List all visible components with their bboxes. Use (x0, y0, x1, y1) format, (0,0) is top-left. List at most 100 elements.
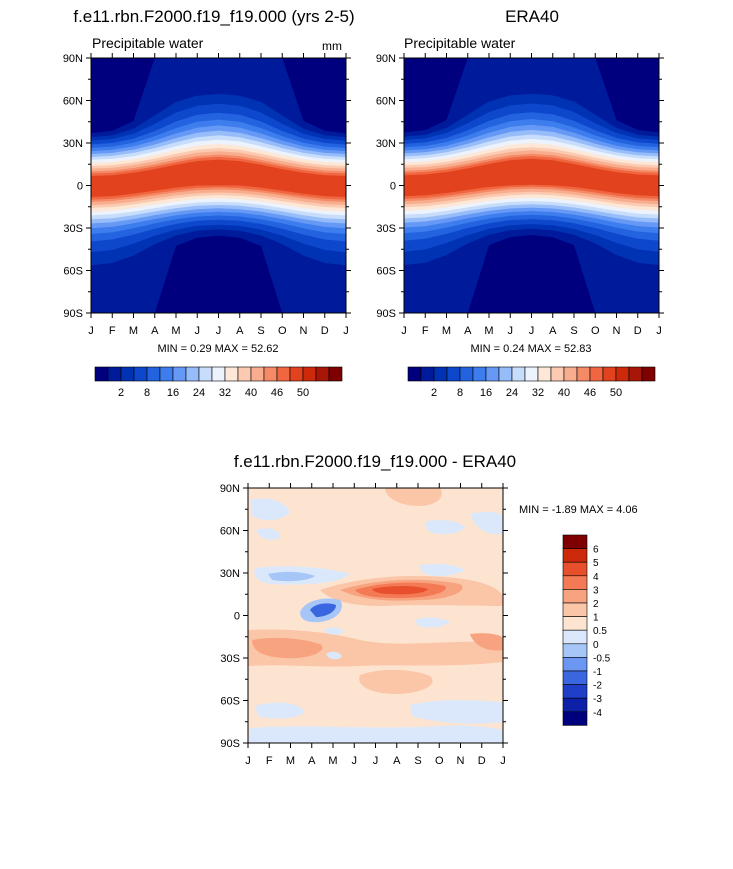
era40-panel-y-tick-label: 30N (376, 138, 396, 150)
difference-panel-stats: MIN = -1.89 MAX = 4.06 (519, 504, 638, 516)
difference-panel-colorbar-swatch (562, 670, 588, 685)
difference-panel-x-tick-label: J (245, 755, 251, 767)
diff-blob-positive-south-mid (359, 669, 433, 694)
difference-panel-y-tick-label: 60N (220, 526, 240, 538)
difference-panel: f.e11.rbn.F2000.f19_f19.000 - ERA40 (220, 452, 638, 767)
diff-blob-negative-north-east2 (470, 511, 503, 535)
era40-panel-plot-area (404, 58, 659, 313)
difference-panel-x-tick-label: J (352, 755, 358, 767)
era40-panel-y-tick-label: 0 (390, 181, 396, 193)
model-panel-colorbar-swatch (107, 366, 122, 382)
model-panel-x-tick-label: O (278, 325, 287, 337)
difference-panel-colorbar-swatch (562, 561, 588, 577)
model-panel-colorbar-swatch (185, 366, 200, 382)
difference-panel-y-tick-label: 90S (220, 738, 240, 750)
difference-panel-colorbar-swatch (562, 643, 588, 658)
era40-panel-x-tick-label: J (656, 325, 662, 337)
era40-panel-colorbar-swatch (537, 366, 552, 382)
difference-panel-x-tick-label: M (286, 755, 295, 767)
era40-panel-x-tick-label: S (570, 325, 577, 337)
model-panel-x-tick-label: M (171, 325, 180, 337)
difference-panel-title: f.e11.rbn.F2000.f19_f19.000 - ERA40 (234, 452, 516, 471)
model-panel-x-tick-label: J (88, 325, 94, 337)
era40-panel-colorbar-label: 32 (532, 387, 544, 399)
difference-panel-colorbar-swatch (562, 548, 588, 563)
diff-blob-negative-south-west (255, 702, 305, 719)
diff-blob-positive-south-core (252, 637, 323, 659)
diff-blob-negative-antarctic (248, 725, 503, 743)
difference-panel-colorbar-label: -3 (593, 694, 602, 705)
diff-blob-negative-north-central (425, 520, 465, 535)
era40-panel-colorbar-label: 24 (506, 387, 518, 399)
era40-panel-stats: MIN = 0.24 MAX = 52.83 (470, 343, 591, 355)
model-panel-colorbar-label: 50 (297, 387, 309, 399)
model-panel-x-tick-label: N (300, 325, 308, 337)
era40-panel: ERA40 Precipitable water 90N 60N 30N 0 30S 60… (376, 7, 664, 399)
era40-panel-x-tick-label: M (484, 325, 493, 337)
difference-panel-colorbar-label: 6 (593, 545, 599, 556)
model-panel-units-label: mm (322, 39, 342, 53)
model-panel-colorbar-swatch (133, 366, 148, 382)
difference-panel-colorbar-swatch (562, 684, 588, 699)
diff-blob-negative-equator-small (324, 627, 344, 635)
model-panel-colorbar-label: 16 (167, 387, 179, 399)
model-panel-colorbar-swatch (94, 366, 109, 382)
model-panel-variable-label: Precipitable water (92, 35, 204, 51)
difference-panel-colorbar-label: -4 (593, 708, 602, 719)
era40-panel-x-tick-label: A (464, 325, 472, 337)
era40-panel-colorbar-swatch (602, 366, 617, 382)
model-panel-plot-area (91, 58, 346, 313)
era40-panel-colorbar-swatch (420, 366, 435, 382)
era40-panel-x-tick-label: N (613, 325, 621, 337)
era40-panel-colorbar-label: 8 (457, 387, 463, 399)
difference-panel-colorbar-label: 3 (593, 585, 599, 596)
diff-blob-negative-equator-core (310, 603, 336, 617)
contour-band-50 (404, 158, 659, 197)
model-panel-x-tick-label: J (216, 325, 222, 337)
diff-blob-negative-north-west (250, 498, 290, 521)
difference-panel-x-tick-label: A (393, 755, 401, 767)
model-panel-x-tick-label: J (195, 325, 201, 337)
model-panel-colorbar-swatch (276, 366, 291, 382)
difference-panel-x-tick-label: M (328, 755, 337, 767)
model-panel-x-tick-label: D (321, 325, 329, 337)
model-panel-colorbar-swatch (302, 366, 317, 382)
model-panel-colorbar-swatch (237, 366, 252, 382)
era40-panel-colorbar-swatch (407, 366, 422, 382)
model-panel-colorbar-swatch (250, 366, 265, 382)
model-panel-colorbar-swatch (159, 366, 174, 382)
era40-panel-x-tick-label: J (508, 325, 514, 337)
difference-panel-colorbar-swatch (562, 657, 588, 672)
diff-blob-positive-arctic (385, 488, 442, 506)
diff-blob-positive-south-east (470, 633, 503, 651)
era40-panel-colorbar-swatch (459, 366, 474, 382)
difference-panel-colorbar-swatch (562, 697, 588, 713)
diff-blob-negative-north-east (418, 563, 465, 577)
difference-panel-colorbar-label: 2 (593, 599, 599, 610)
model-panel-x-tick-label: M (129, 325, 138, 337)
model-panel: f.e11.rbn.F2000.f19_f19.000 (yrs 2-5) Pr… (63, 7, 355, 399)
difference-panel-x-tick-label: O (435, 755, 444, 767)
model-panel-x-tick-label: A (236, 325, 244, 337)
era40-panel-y-tick-label: 60N (376, 96, 396, 108)
era40-panel-colorbar-swatch (628, 366, 643, 382)
difference-panel-colorbar-swatch (562, 534, 588, 549)
model-panel-colorbar-swatch (315, 366, 330, 382)
difference-panel-x-tick-label: D (478, 755, 486, 767)
model-panel-colorbar-label: 24 (193, 387, 205, 399)
model-panel-y-tick-label: 90N (63, 53, 83, 65)
model-panel-colorbar-label: 2 (118, 387, 124, 399)
model-panel-colorbar-swatch (172, 366, 187, 382)
era40-panel-x-tick-label: M (442, 325, 451, 337)
model-panel-y-tick-label: 0 (77, 181, 83, 193)
difference-panel-colorbar-label: 1 (593, 613, 599, 624)
era40-panel-colorbar-swatch (498, 366, 513, 382)
diff-blob-negative-north-core (268, 571, 315, 582)
era40-panel-colorbar-label: 16 (480, 387, 492, 399)
difference-panel-colorbar-label: -0.5 (593, 653, 611, 664)
difference-panel-colorbar-label: 4 (593, 572, 599, 583)
model-panel-colorbar-label: 32 (219, 387, 231, 399)
era40-panel-title: ERA40 (505, 7, 559, 26)
